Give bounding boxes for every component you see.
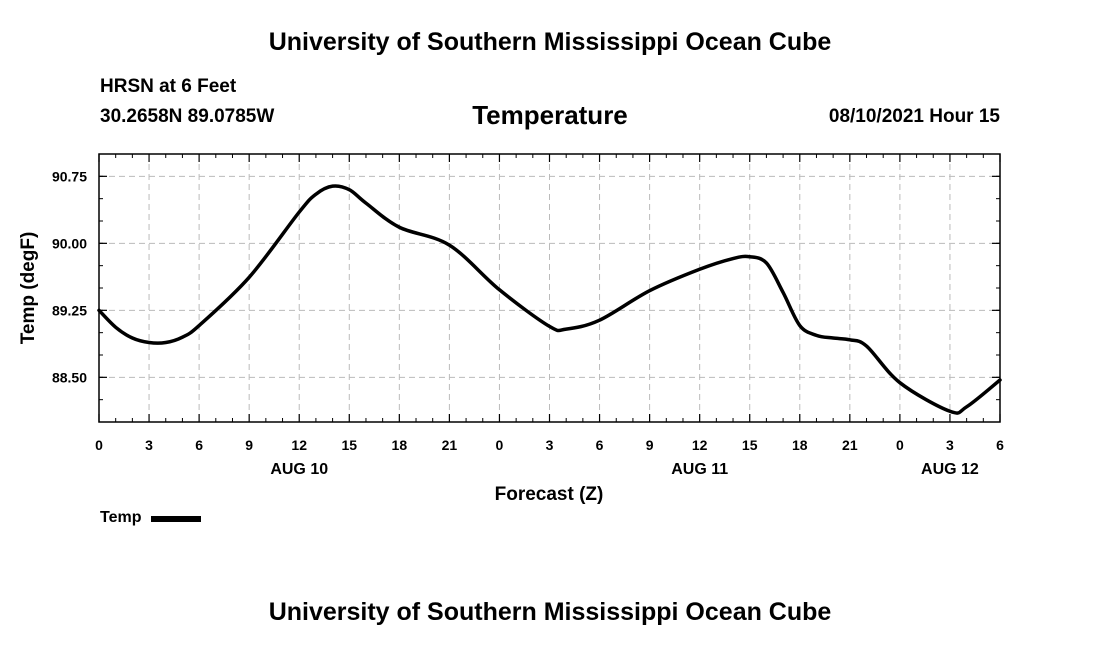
legend: Temp <box>100 509 202 527</box>
grid <box>99 154 1000 422</box>
x-date-label: AUG 11 <box>671 461 728 478</box>
x-tick-label: 18 <box>392 437 408 453</box>
datetime-label: 08/10/2021 Hour 15 <box>828 106 1000 127</box>
axis-labels: 0 3 6 9 12 15 18 21 0 3 6 9 12 15 18 21 0 3 6 AUG 10 AUG 11 A… <box>52 168 1004 478</box>
x-tick-label: 0 <box>95 437 103 453</box>
station-label: HRSN at 6 Feet <box>100 76 237 97</box>
parameter-title: Temperature <box>472 100 628 130</box>
x-tick-label: 18 <box>792 437 808 453</box>
x-tick-label: 6 <box>996 437 1004 453</box>
x-date-label: AUG 10 <box>270 461 328 478</box>
chart-title-top: University of Southern Mississippi Ocean… <box>268 28 832 56</box>
x-tick-label: 15 <box>341 437 357 453</box>
chart-title-bottom: University of Southern Mississippi Ocean… <box>268 598 832 626</box>
legend-label: Temp <box>100 509 142 526</box>
x-tick-label: 9 <box>245 437 253 453</box>
y-tick-label: 90.75 <box>52 168 87 184</box>
y-tick-label: 88.50 <box>52 369 87 385</box>
x-tick-label: 0 <box>496 437 504 453</box>
x-tick-label: 0 <box>896 437 904 453</box>
x-tick-label: 6 <box>195 437 203 453</box>
x-date-label: AUG 12 <box>921 461 979 478</box>
x-tick-label: 21 <box>442 437 458 453</box>
x-tick-label: 15 <box>742 437 758 453</box>
x-tick-label: 12 <box>291 437 307 453</box>
legend-line-swatch <box>151 516 202 522</box>
x-tick-label: 6 <box>596 437 604 453</box>
x-axis-label: Forecast (Z) <box>495 484 604 505</box>
x-tick-label: 3 <box>546 437 554 453</box>
y-tick-label: 90.00 <box>52 235 87 251</box>
x-tick-label: 12 <box>692 437 708 453</box>
y-axis-label: Temp (degF) <box>18 232 39 345</box>
coordinates-label: 30.2658N 89.0785W <box>100 106 275 127</box>
temp-series-line <box>97 184 1002 415</box>
x-tick-label: 3 <box>145 437 153 453</box>
y-tick-label: 89.25 <box>52 302 87 318</box>
x-tick-label: 21 <box>842 437 858 453</box>
plot-frame <box>98 153 1001 423</box>
x-tick-label: 3 <box>946 437 954 453</box>
x-tick-label: 9 <box>646 437 654 453</box>
